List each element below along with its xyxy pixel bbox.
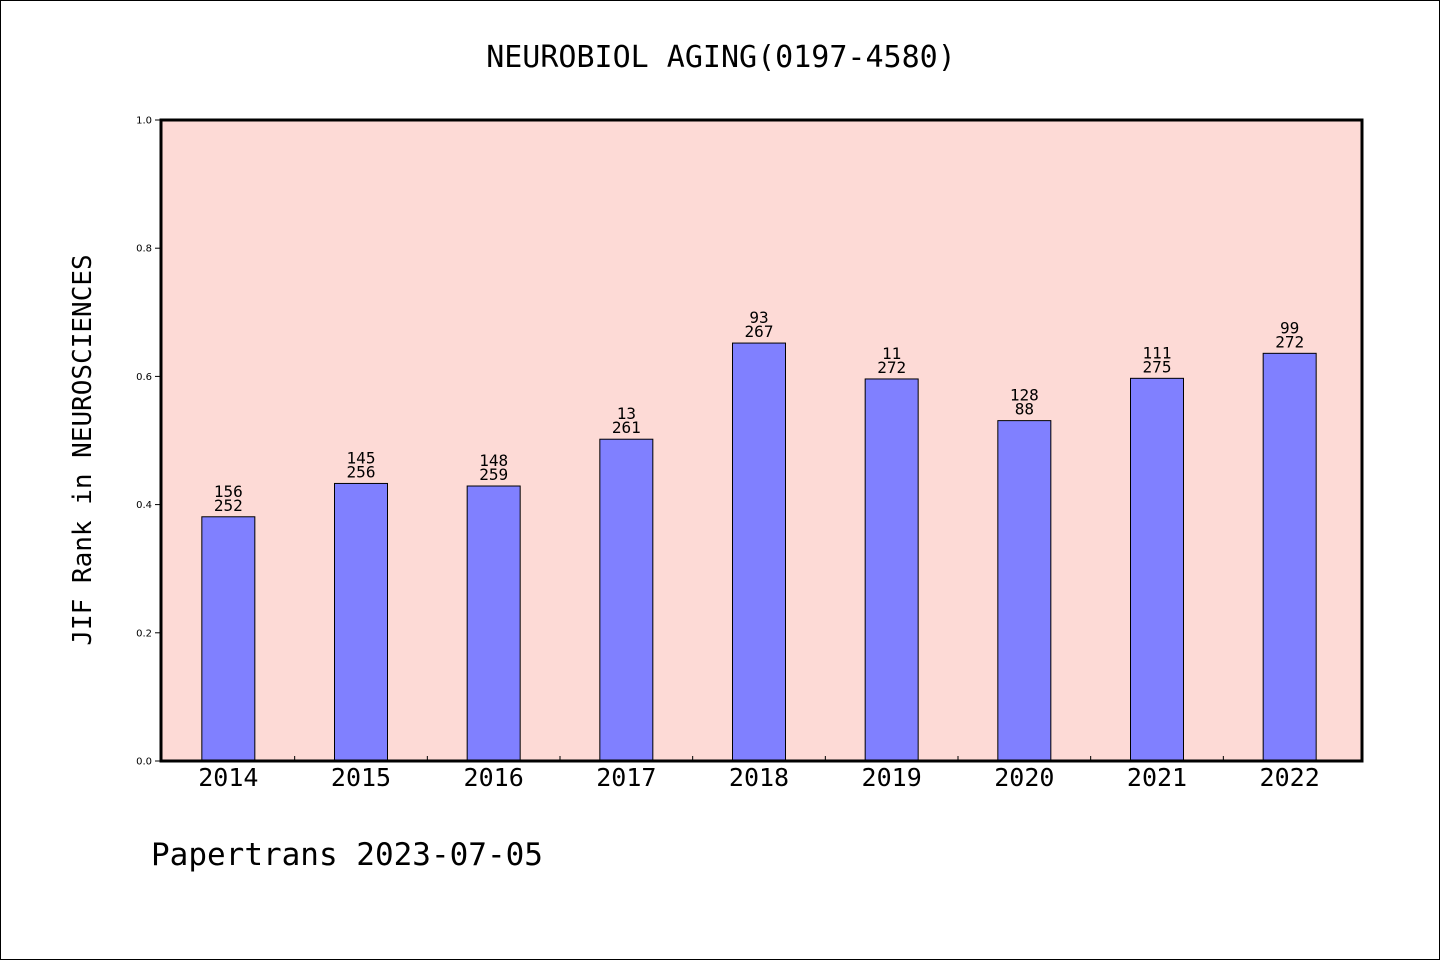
x-tick-label: 2019 [862,763,922,792]
x-tick-label: 2021 [1127,763,1187,792]
chart-title: NEUROBIOL AGING(0197-4580) [486,40,956,75]
y-tick-label: 1.0 [136,116,152,127]
bar-2015 [334,482,388,762]
bar-label-top: 13 [617,404,636,423]
y-tick-label: 0.6 [136,372,152,383]
bar-2018 [732,342,786,762]
x-tick-label: 2014 [198,763,258,792]
x-tick-label: 2016 [464,763,524,792]
bar-label-bottom: 275 [1143,357,1172,376]
y-tick-label: 0.8 [136,244,152,255]
bar-label-top: 99 [1280,318,1299,337]
bars [201,342,1317,762]
bar-label-bottom: 256 [347,462,376,481]
bar-label-top: 11 [882,344,901,363]
plot-frame [159,118,1364,763]
bar-2017 [599,438,654,762]
bar-label-bottom: 88 [1015,400,1034,419]
bar-label-bottom: 272 [1275,332,1304,351]
bar-label-bottom: 261 [612,418,641,437]
x-axis-ticks: 2014 2015 2016 2017 2018 2019 2020 2021 2022 [198,756,1320,792]
y-tick-label: 0.4 [136,500,152,511]
footer-credit: Papertrans 2023-07-05 [151,837,543,873]
x-tick-label: 2020 [994,763,1054,792]
bar-label-bottom: 272 [877,358,906,377]
bar-2022 [1262,352,1317,762]
bar-2020 [997,420,1052,762]
x-tick-label: 2017 [596,763,656,792]
bar-label-top: 93 [749,308,768,327]
y-axis-ticks: 0.0 0.2 0.4 0.6 0.8 1.0 [136,116,161,768]
x-tick-label: 2022 [1260,763,1320,792]
bar-label-top: 145 [347,448,376,467]
bar-2014 [201,516,256,762]
bar-2019 [864,378,919,762]
bar-label-top: 128 [1010,386,1039,405]
bar-label-top: 111 [1143,343,1172,362]
bar-label-bottom: 259 [479,465,508,484]
bar-label-bottom: 252 [214,496,243,515]
x-tick-label: 2015 [331,763,391,792]
y-tick-label: 0.2 [136,628,152,639]
y-tick-label: 0.0 [136,757,152,768]
bar-2021 [1130,377,1184,762]
bar-2016 [466,485,521,762]
y-axis-label: JIF Rank in NEUROSCIENCES [68,254,98,645]
bar-label-bottom: 267 [745,322,774,341]
x-tick-label: 2018 [729,763,789,792]
bar-label-top: 148 [479,451,508,470]
bar-labels: 1562521452561482591326193267112721288811… [214,308,1304,515]
bar-label-top: 156 [214,482,243,501]
